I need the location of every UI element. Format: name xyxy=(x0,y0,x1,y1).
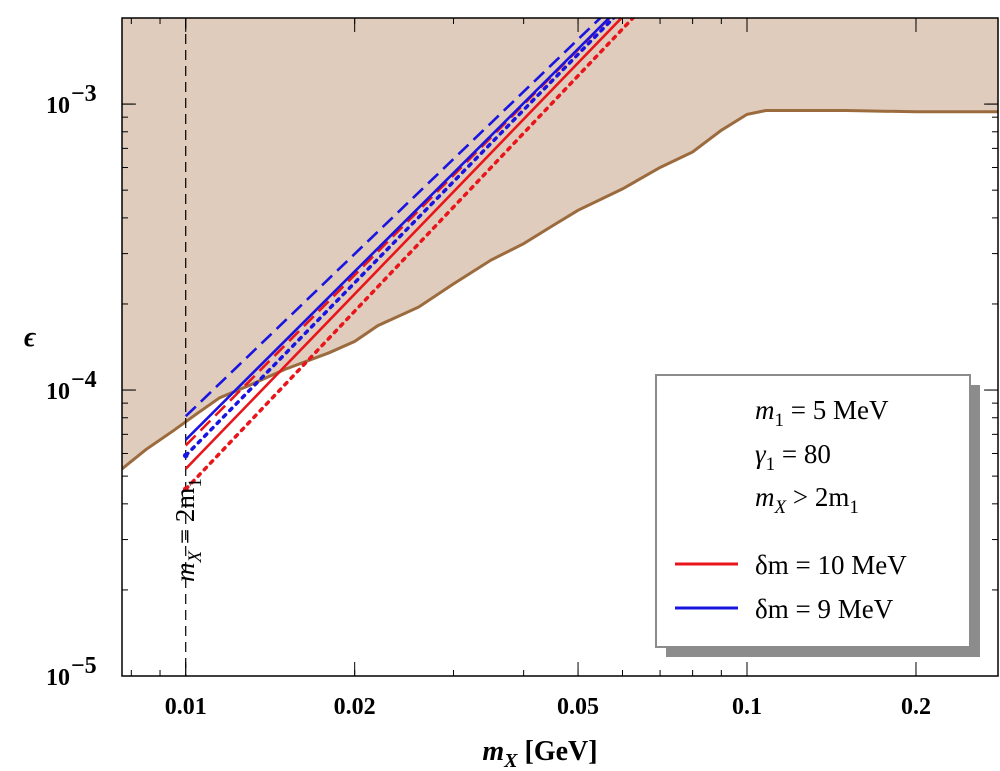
y-tick-label-0: 10 xyxy=(46,379,70,405)
y-tick-label-exp-2: −5 xyxy=(71,653,97,679)
x-tick-label-2: 0.05 xyxy=(557,694,599,720)
series-endpoint-2 xyxy=(182,486,189,493)
reference-line-label-sub2: 1 xyxy=(185,478,206,488)
series-line-5 xyxy=(183,18,616,458)
x-tick-label-0: 0.01 xyxy=(165,694,207,720)
series-endpoint-5 xyxy=(182,452,189,459)
legend-entry-red-label: δm = 10 MeV xyxy=(755,550,907,580)
legend: m1 = 5 MeV γ1 = 80 mX > 2m1 δm = 10 MeV … xyxy=(655,374,980,657)
y-tick-label-2: 10 xyxy=(46,665,70,691)
reference-line-label-var: m xyxy=(170,563,200,583)
ticks-group: 0.01 0.02 0.05 0.1 0.210 −410 −310 −5 xyxy=(46,17,998,720)
excluded-region-boundary xyxy=(122,109,998,471)
excluded-region xyxy=(122,18,998,469)
reference-line-label-sub: X xyxy=(185,550,206,564)
y-tick-label-exp-0: −4 xyxy=(71,367,97,393)
plot-area xyxy=(122,18,998,676)
reference-line-label: mX = 2m1 xyxy=(170,478,206,582)
y-axis-title: ϵ xyxy=(24,322,37,353)
plot-frame xyxy=(121,17,999,677)
y-tick-label-exp-1: −3 xyxy=(71,81,97,107)
y-tick-label-1: 10 xyxy=(46,93,70,119)
legend-entry-blue-label: δm = 9 MeV xyxy=(755,594,894,624)
legend-param-m1: m1 = 5 MeV xyxy=(755,395,889,431)
x-tick-label-3: 0.1 xyxy=(732,694,762,720)
x-tick-label-1: 0.02 xyxy=(334,694,376,720)
series-line-2 xyxy=(183,18,636,491)
legend-param-gamma1: γ1 = 80 xyxy=(755,439,831,475)
reference-line-label-rest: = 2m xyxy=(170,488,200,551)
x-tick-label-4: 0.2 xyxy=(901,694,931,720)
series-line-0 xyxy=(184,18,624,470)
series-line-3 xyxy=(184,18,611,441)
series-group xyxy=(182,18,636,493)
series-line-4 xyxy=(184,18,603,418)
legend-param-mx: mX > 2m1 xyxy=(755,482,859,518)
x-axis-title-var: m xyxy=(482,736,504,767)
x-axis-title: mX [GeV] xyxy=(482,736,597,771)
legend-box xyxy=(655,374,971,648)
x-axis-title-unit: [GeV] xyxy=(518,736,598,767)
x-axis-title-sub: X xyxy=(503,750,518,771)
